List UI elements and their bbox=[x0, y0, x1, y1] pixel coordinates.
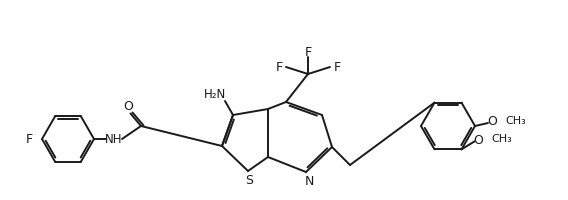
Text: S: S bbox=[245, 174, 253, 187]
Text: O: O bbox=[474, 133, 483, 146]
Text: O: O bbox=[123, 100, 133, 113]
Text: F: F bbox=[26, 133, 33, 146]
Text: CH₃: CH₃ bbox=[505, 115, 526, 125]
Text: F: F bbox=[304, 45, 312, 58]
Text: NH: NH bbox=[105, 133, 123, 146]
Text: N: N bbox=[304, 175, 314, 188]
Text: F: F bbox=[275, 61, 282, 74]
Text: CH₃: CH₃ bbox=[491, 134, 512, 144]
Text: O: O bbox=[487, 115, 497, 128]
Text: F: F bbox=[333, 61, 341, 74]
Text: H₂N: H₂N bbox=[204, 88, 226, 101]
